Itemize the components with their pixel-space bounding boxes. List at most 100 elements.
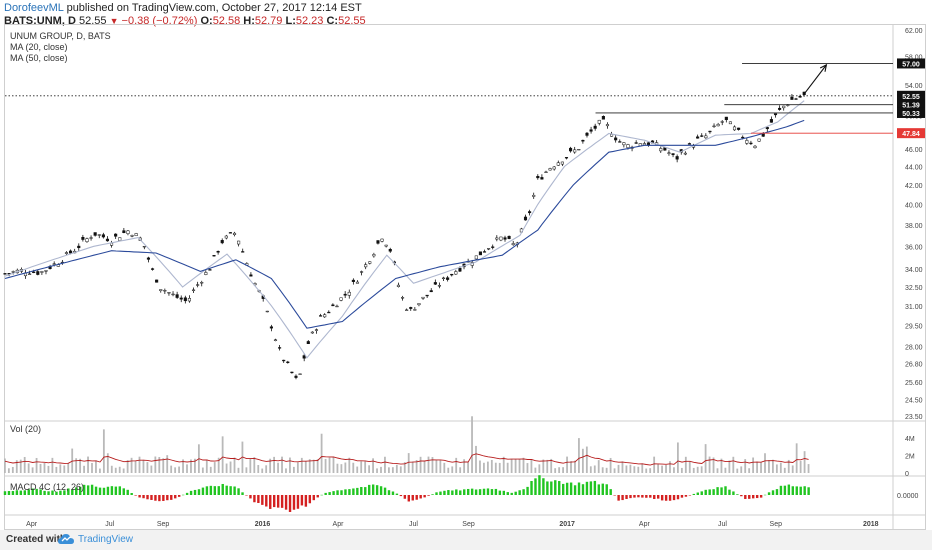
volume-bar [368, 465, 370, 473]
candle-body [725, 117, 728, 120]
volume-bar [166, 455, 168, 473]
macd-bar [123, 488, 125, 495]
macd-bar [218, 486, 220, 495]
macd-bar [562, 484, 564, 495]
candle-body [176, 295, 179, 298]
candle-body [53, 264, 56, 265]
volume-legend[interactable]: Vol (20) [10, 424, 41, 435]
macd-bar [479, 489, 481, 495]
candle-body [430, 291, 433, 292]
macd-bar [392, 492, 394, 495]
macd-bar [384, 488, 386, 495]
volume-bar [546, 460, 548, 473]
volume-bar [388, 467, 390, 473]
macd-bar [792, 486, 794, 495]
volume-bar [277, 463, 279, 473]
ma50-line [5, 120, 804, 328]
macd-bar [277, 495, 279, 508]
macd-bar [111, 486, 113, 495]
candle-body [582, 140, 585, 141]
macd-bar [380, 486, 382, 495]
volume-bar [119, 467, 121, 473]
candle-body [123, 231, 126, 233]
macd-bar [598, 484, 600, 495]
volume-bar [637, 467, 639, 473]
macd-bar [396, 494, 398, 495]
candle-body [205, 272, 208, 274]
macd-bar [720, 487, 722, 495]
macd-bar [222, 484, 224, 495]
tradingview-cloud-icon [58, 533, 74, 545]
candle-body [340, 298, 343, 301]
candle-body [795, 99, 798, 100]
macd-bar [253, 495, 255, 502]
macd-bar [776, 489, 778, 495]
volume-bar [776, 464, 778, 473]
volume-bar [538, 464, 540, 473]
candle-body [438, 285, 441, 286]
legend-ma50[interactable]: MA (50, close) [10, 53, 111, 64]
macd-bar [265, 495, 267, 506]
price-tick-label: 54.00 [905, 83, 923, 90]
macd-bar [241, 492, 243, 495]
candle-body [348, 292, 351, 295]
macd-bar [340, 490, 342, 495]
macd-bar [526, 487, 528, 495]
macd-bar [807, 487, 809, 495]
candle-body [442, 278, 445, 279]
macd-bar [273, 495, 275, 507]
candle-body [315, 330, 318, 331]
volume-bar [230, 462, 232, 473]
candle-body [106, 239, 109, 241]
candle-body [45, 270, 48, 271]
candle-body [307, 341, 310, 343]
volume-bar [170, 466, 172, 473]
candle-body [557, 163, 560, 166]
volume-bar [479, 461, 481, 473]
tradingview-brand[interactable]: TradingView [78, 534, 133, 545]
target-arrow [804, 65, 826, 94]
volume-bar [760, 463, 762, 473]
candle-body [700, 136, 703, 137]
candle-body [541, 177, 544, 179]
volume-bar [392, 467, 394, 473]
volume-bar [586, 447, 588, 473]
volume-bar [645, 469, 647, 473]
macd-bar [364, 487, 366, 495]
macd-bar [681, 495, 683, 498]
macd-bar [130, 493, 132, 495]
candle-body [606, 124, 609, 125]
candle-body [397, 285, 400, 287]
legend-ma20[interactable]: MA (20, close) [10, 42, 111, 53]
volume-bar [52, 458, 54, 473]
volume-bar [463, 459, 465, 473]
candle-body [672, 154, 675, 155]
macd-bar [289, 495, 291, 512]
macd-bar [317, 495, 319, 497]
macd-bar [150, 495, 152, 500]
candle-body [586, 133, 589, 135]
volume-bar [265, 465, 267, 473]
volume-bar [162, 458, 164, 473]
volume-bar [158, 457, 160, 473]
macd-bar [732, 491, 734, 495]
candle-body [758, 139, 761, 141]
volume-bar [28, 463, 30, 473]
macd-bar [649, 495, 651, 498]
candle-body [200, 282, 203, 283]
candle-body [172, 294, 175, 295]
macd-bar [142, 495, 144, 498]
candle-body [180, 298, 183, 299]
volume-bar [562, 467, 564, 473]
candle-body [213, 255, 216, 256]
macd-bar [495, 489, 497, 495]
volume-bar [99, 469, 101, 473]
volume-bar [24, 457, 26, 473]
candle-body [737, 128, 740, 130]
macd-legend[interactable]: MACD 4C (12, 26) [10, 482, 84, 493]
volume-bar [736, 469, 738, 473]
macd-bar [99, 488, 101, 495]
macd-bar [285, 495, 287, 510]
candle-body [69, 251, 72, 253]
